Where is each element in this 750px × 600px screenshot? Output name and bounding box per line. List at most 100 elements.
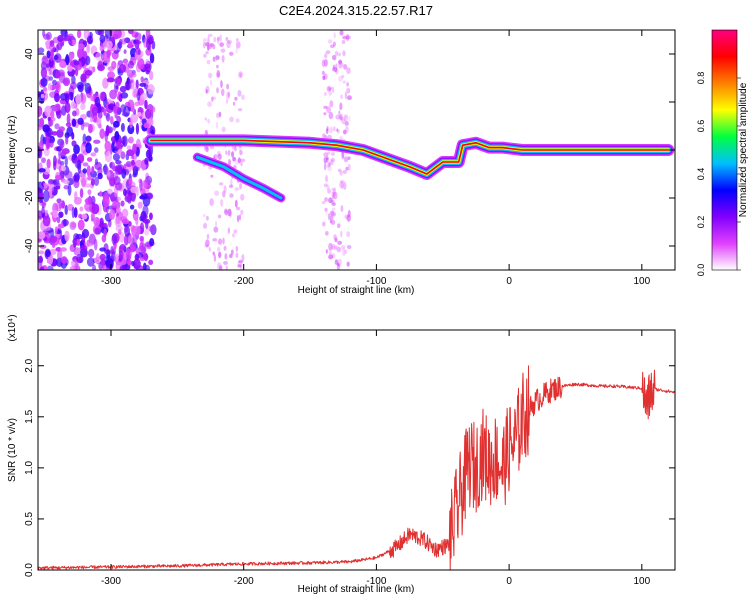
- spectrogram-noise-cell: [227, 149, 231, 156]
- spectrogram-noise-cell: [76, 253, 83, 264]
- spectrogram-noise-cell: [342, 169, 348, 174]
- snr-y-label: SNR (10 * v/v): [7, 418, 18, 482]
- spectrogram-noise-cell: [134, 39, 140, 50]
- spectrogram-noise-cell: [227, 39, 233, 44]
- spectrogram-noise-cell: [40, 67, 48, 79]
- spectrogram-noise-cell: [105, 124, 110, 137]
- spectrogram-noise-cell: [149, 52, 155, 64]
- spectrogram-noise-cell: [331, 207, 336, 211]
- spectrogram-noise-cell: [213, 254, 217, 263]
- spectrogram-noise-cell: [239, 182, 242, 190]
- spectrogram-noise-cell: [51, 131, 58, 136]
- spectrogram-noise-cell: [39, 140, 44, 151]
- colorbar-tick-label: 0.6: [696, 120, 706, 133]
- spectrogram-noise-cell: [240, 193, 245, 201]
- spectrogram-noise-cell: [329, 100, 334, 108]
- spectrogram-noise-cell: [64, 170, 73, 179]
- spectrogram-noise-cell: [221, 126, 226, 133]
- spectrogram-noise-cell: [225, 37, 229, 41]
- spectrogram-noise-cell: [327, 213, 331, 221]
- spectrogram-noise-cell: [330, 210, 335, 217]
- spectrogram-noise-cell: [90, 212, 95, 220]
- spectrogram-noise-cell: [232, 233, 235, 238]
- spectrogram-noise-cell: [332, 64, 335, 70]
- spectrogram-noise-cell: [331, 152, 335, 156]
- spectrogram-noise-cell: [145, 149, 151, 159]
- spectrogram-noise-cell: [54, 92, 60, 103]
- spectrogram-noise-cell: [341, 245, 346, 250]
- spectrogram-noise-cell: [206, 215, 209, 221]
- spectrogram-noise-cell: [59, 247, 67, 252]
- spectrogram-noise-cell: [347, 163, 351, 171]
- spectrogram-noise-cell: [76, 159, 82, 170]
- spectrogram-noise-cell: [115, 225, 123, 232]
- spectrogram-noise-cell: [73, 60, 80, 66]
- y-tick-label: 40: [24, 48, 35, 60]
- spectrogram-noise-cell: [227, 91, 231, 98]
- spectrogram-noise-cell: [333, 191, 338, 200]
- spectrogram-noise-cell: [115, 182, 123, 191]
- spectrogram-noise-cell: [216, 87, 219, 94]
- spectrogram-noise-cell: [326, 106, 332, 114]
- y-tick-label: 20: [24, 96, 35, 108]
- spectrogram-noise-cell: [73, 247, 81, 256]
- spectrogram-noise-cell: [77, 84, 84, 93]
- spectrogram-noise-cell: [81, 213, 88, 220]
- spectrogram-noise-cell: [211, 96, 214, 102]
- spectrogram-noise-cell: [224, 253, 228, 260]
- spectrogram-noise-cell: [341, 151, 345, 159]
- spectrogram-noise-cell: [238, 71, 244, 79]
- x-tick-label: 100: [633, 276, 650, 287]
- spectrogram-noise-cell: [49, 43, 56, 52]
- spectrogram-noise-cell: [148, 259, 154, 265]
- spectrogram-noise-cell: [55, 44, 59, 53]
- spectrogram-noise-cell: [241, 254, 245, 262]
- spectrogram-noise-cell: [215, 221, 218, 227]
- spectrogram-noise-cell: [144, 99, 148, 110]
- spectrogram-noise-cell: [223, 245, 227, 251]
- spectrogram-noise-cell: [323, 156, 328, 164]
- y-tick-label: 2.0: [24, 358, 35, 372]
- spectrogram-noise-cell: [134, 225, 141, 236]
- spectrogram-noise-cell: [331, 243, 336, 250]
- spectrogram-noise-cell: [149, 212, 153, 221]
- spectrogram-noise-cell: [90, 95, 95, 102]
- spectrogram-noise-cell: [140, 76, 144, 83]
- spectrogram-noise-cell: [126, 149, 135, 157]
- spectrogram-noise-cell: [56, 198, 62, 204]
- spectrogram-noise-cell: [105, 258, 114, 269]
- spectrogram-noise-cell: [57, 223, 65, 229]
- spectrogram-noise-cell: [229, 193, 234, 198]
- spectrogram-noise-cell: [222, 190, 226, 198]
- spectrogram-noise-cell: [67, 184, 72, 196]
- spectrogram-noise-cell: [336, 246, 342, 253]
- spectrogram-noise-cell: [208, 72, 213, 79]
- spectrogram-noise-cell: [112, 153, 121, 162]
- spectrogram-noise-cell: [225, 212, 228, 217]
- spectrogram-noise-cell: [121, 136, 126, 145]
- spectrogram-noise-cell: [334, 237, 338, 243]
- spectrogram-noise-cell: [331, 86, 335, 94]
- spectrogram-noise-cell: [130, 186, 138, 194]
- spectrogram-noise-cell: [47, 116, 51, 121]
- spectrogram-noise-cell: [113, 120, 120, 128]
- spectrogram-noise-cell: [56, 216, 61, 224]
- spectrogram-noise-cell: [328, 197, 333, 204]
- spectrogram-noise-cell: [137, 201, 143, 209]
- spectrogram-noise-cell: [327, 166, 332, 172]
- spectrogram-noise-cell: [46, 158, 51, 169]
- spectrogram-noise-cell: [93, 139, 101, 144]
- spectrogram-noise-cell: [139, 235, 144, 242]
- spectrogram-noise-cell: [235, 41, 241, 49]
- spectrogram-noise-cell: [216, 36, 221, 41]
- snr-frame: [37, 329, 676, 571]
- spectrogram-noise-cell: [58, 144, 64, 152]
- spectrogram-noise-cell: [73, 241, 77, 249]
- spectrogram-noise-cell: [219, 42, 224, 47]
- spectrogram-noise-cell: [135, 217, 139, 226]
- spectrogram-noise-cell: [125, 161, 133, 168]
- spectrogram-noise-cell: [217, 153, 222, 160]
- spectrogram-noise-cell: [334, 50, 338, 56]
- spectrogram-x-label: Height of straight line (km): [298, 285, 415, 296]
- spectrogram-noise-cell: [218, 251, 222, 259]
